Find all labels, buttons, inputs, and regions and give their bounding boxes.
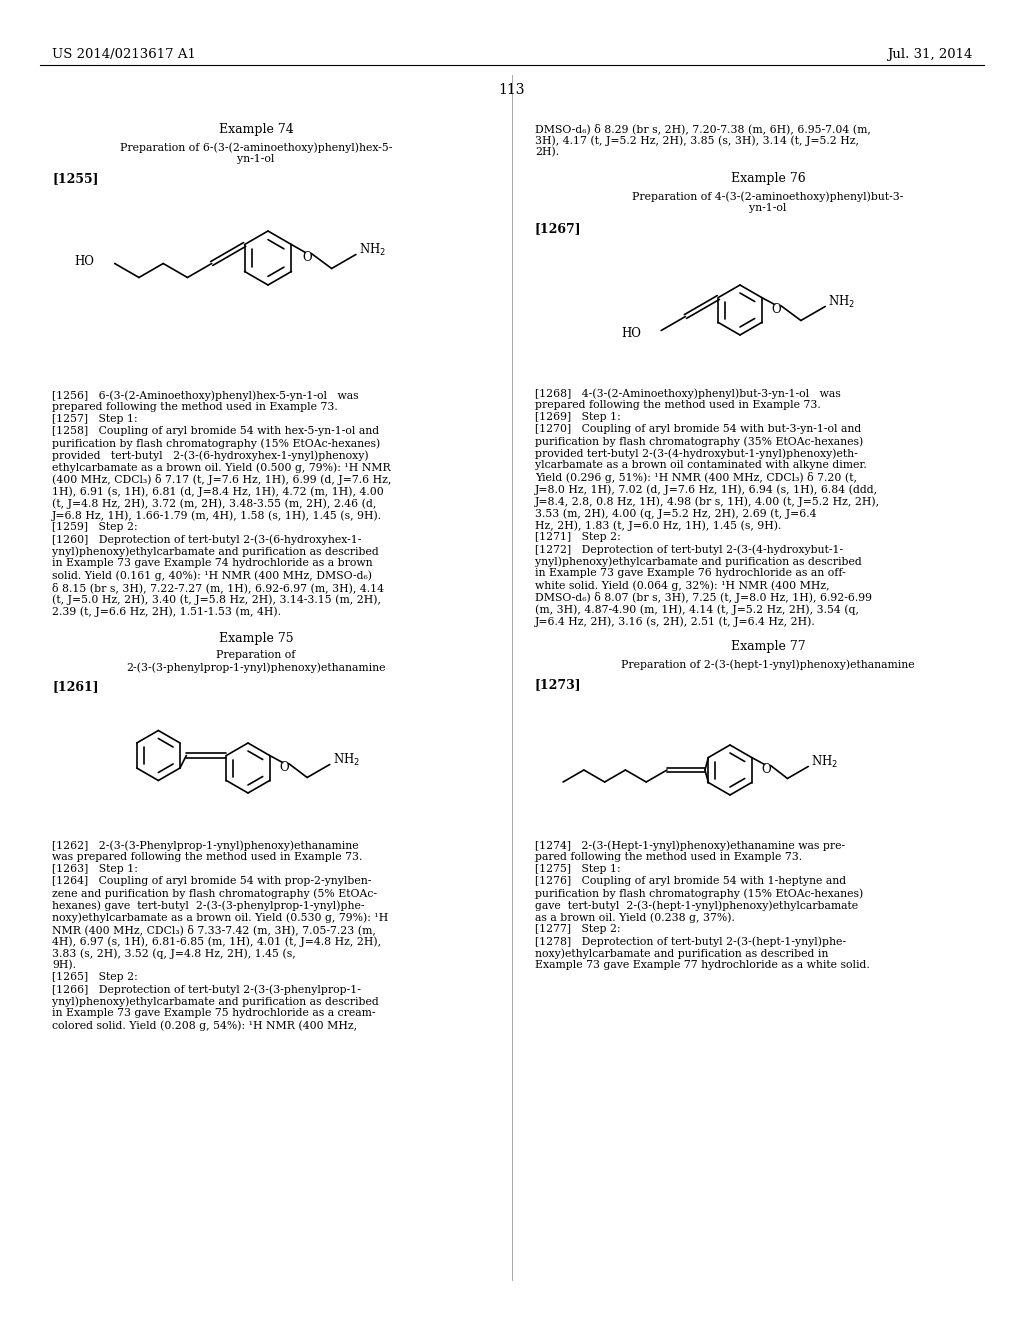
Text: 2.39 (t, J=6.6 Hz, 2H), 1.51-1.53 (m, 4H).: 2.39 (t, J=6.6 Hz, 2H), 1.51-1.53 (m, 4H… <box>52 606 281 616</box>
Text: ylcarbamate as a brown oil contaminated with alkyne dimer.: ylcarbamate as a brown oil contaminated … <box>535 459 866 470</box>
Text: 2H).: 2H). <box>535 147 559 157</box>
Text: [1261]: [1261] <box>52 680 98 693</box>
Text: noxy)ethylcarbamate as a brown oil. Yield (0.530 g, 79%): ¹H: noxy)ethylcarbamate as a brown oil. Yiel… <box>52 912 388 923</box>
Text: (400 MHz, CDCl₃) δ 7.17 (t, J=7.6 Hz, 1H), 6.99 (d, J=7.6 Hz,: (400 MHz, CDCl₃) δ 7.17 (t, J=7.6 Hz, 1H… <box>52 474 391 484</box>
Text: in Example 73 gave Example 76 hydrochloride as an off-: in Example 73 gave Example 76 hydrochlor… <box>535 568 846 578</box>
Text: [1262]   2-(3-(3-Phenylprop-1-ynyl)phenoxy)ethanamine: [1262] 2-(3-(3-Phenylprop-1-ynyl)phenoxy… <box>52 840 358 850</box>
Text: 3.53 (m, 2H), 4.00 (q, J=5.2 Hz, 2H), 2.69 (t, J=6.4: 3.53 (m, 2H), 4.00 (q, J=5.2 Hz, 2H), 2.… <box>535 508 816 519</box>
Text: [1272]   Deprotection of tert-butyl 2-(3-(4-hydroxybut-1-: [1272] Deprotection of tert-butyl 2-(3-(… <box>535 544 843 554</box>
Text: [1277]   Step 2:: [1277] Step 2: <box>535 924 621 935</box>
Text: zene and purification by flash chromatography (5% EtOAc-: zene and purification by flash chromatog… <box>52 888 377 899</box>
Text: solid. Yield (0.161 g, 40%): ¹H NMR (400 MHz, DMSO-d₆): solid. Yield (0.161 g, 40%): ¹H NMR (400… <box>52 570 372 581</box>
Text: [1274]   2-(3-(Hept-1-ynyl)phenoxy)ethanamine was pre-: [1274] 2-(3-(Hept-1-ynyl)phenoxy)ethanam… <box>535 840 845 850</box>
Text: Example 74: Example 74 <box>219 123 293 136</box>
Text: was prepared following the method used in Example 73.: was prepared following the method used i… <box>52 851 362 862</box>
Text: yn-1-ol: yn-1-ol <box>238 154 274 164</box>
Text: (t, J=4.8 Hz, 2H), 3.72 (m, 2H), 3.48-3.55 (m, 2H), 2.46 (d,: (t, J=4.8 Hz, 2H), 3.72 (m, 2H), 3.48-3.… <box>52 498 377 508</box>
Text: white solid. Yield (0.064 g, 32%): ¹H NMR (400 MHz,: white solid. Yield (0.064 g, 32%): ¹H NM… <box>535 579 829 590</box>
Text: 9H).: 9H). <box>52 960 76 970</box>
Text: [1259]   Step 2:: [1259] Step 2: <box>52 521 137 532</box>
Text: Yield (0.296 g, 51%): ¹H NMR (400 MHz, CDCl₃) δ 7.20 (t,: Yield (0.296 g, 51%): ¹H NMR (400 MHz, C… <box>535 473 857 483</box>
Text: noxy)ethylcarbamate and purification as described in: noxy)ethylcarbamate and purification as … <box>535 948 828 958</box>
Text: ethylcarbamate as a brown oil. Yield (0.500 g, 79%): ¹H NMR: ethylcarbamate as a brown oil. Yield (0.… <box>52 462 390 473</box>
Text: colored solid. Yield (0.208 g, 54%): ¹H NMR (400 MHz,: colored solid. Yield (0.208 g, 54%): ¹H … <box>52 1020 357 1031</box>
Text: [1269]   Step 1:: [1269] Step 1: <box>535 412 621 422</box>
Text: O: O <box>772 304 781 315</box>
Text: Example 77: Example 77 <box>731 640 805 653</box>
Text: Example 73 gave Example 77 hydrochloride as a white solid.: Example 73 gave Example 77 hydrochloride… <box>535 960 869 970</box>
Text: ynyl)phenoxy)ethylcarbamate and purification as described: ynyl)phenoxy)ethylcarbamate and purifica… <box>535 556 862 566</box>
Text: [1263]   Step 1:: [1263] Step 1: <box>52 865 138 874</box>
Text: as a brown oil. Yield (0.238 g, 37%).: as a brown oil. Yield (0.238 g, 37%). <box>535 912 735 923</box>
Text: Example 76: Example 76 <box>731 172 805 185</box>
Text: [1270]   Coupling of aryl bromide 54 with but-3-yn-1-ol and: [1270] Coupling of aryl bromide 54 with … <box>535 424 861 434</box>
Text: NH$_2$: NH$_2$ <box>811 754 839 770</box>
Text: ynyl)phenoxy)ethylcarbamate and purification as described: ynyl)phenoxy)ethylcarbamate and purifica… <box>52 546 379 557</box>
Text: HO: HO <box>622 327 641 341</box>
Text: provided   tert-butyl   2-(3-(6-hydroxyhex-1-ynyl)phenoxy): provided tert-butyl 2-(3-(6-hydroxyhex-1… <box>52 450 369 461</box>
Text: purification by flash chromatography (35% EtOAc-hexanes): purification by flash chromatography (35… <box>535 436 863 446</box>
Text: 1H), 6.91 (s, 1H), 6.81 (d, J=8.4 Hz, 1H), 4.72 (m, 1H), 4.00: 1H), 6.91 (s, 1H), 6.81 (d, J=8.4 Hz, 1H… <box>52 486 384 496</box>
Text: (t, J=5.0 Hz, 2H), 3.40 (t, J=5.8 Hz, 2H), 3.14-3.15 (m, 2H),: (t, J=5.0 Hz, 2H), 3.40 (t, J=5.8 Hz, 2H… <box>52 594 381 605</box>
Text: prepared following the method used in Example 73.: prepared following the method used in Ex… <box>52 403 338 412</box>
Text: Jul. 31, 2014: Jul. 31, 2014 <box>887 48 972 61</box>
Text: Preparation of 4-(3-(2-aminoethoxy)phenyl)but-3-: Preparation of 4-(3-(2-aminoethoxy)pheny… <box>632 191 904 202</box>
Text: (m, 3H), 4.87-4.90 (m, 1H), 4.14 (t, J=5.2 Hz, 2H), 3.54 (q,: (m, 3H), 4.87-4.90 (m, 1H), 4.14 (t, J=5… <box>535 605 859 615</box>
Text: DMSO-d₆) δ 8.29 (br s, 2H), 7.20-7.38 (m, 6H), 6.95-7.04 (m,: DMSO-d₆) δ 8.29 (br s, 2H), 7.20-7.38 (m… <box>535 123 870 133</box>
Text: [1264]   Coupling of aryl bromide 54 with prop-2-ynylben-: [1264] Coupling of aryl bromide 54 with … <box>52 876 372 886</box>
Text: ynyl)phenoxy)ethylcarbamate and purification as described: ynyl)phenoxy)ethylcarbamate and purifica… <box>52 997 379 1007</box>
Text: [1275]   Step 1:: [1275] Step 1: <box>535 865 621 874</box>
Text: in Example 73 gave Example 74 hydrochloride as a brown: in Example 73 gave Example 74 hydrochlor… <box>52 558 373 568</box>
Text: [1266]   Deprotection of tert-butyl 2-(3-(3-phenylprop-1-: [1266] Deprotection of tert-butyl 2-(3-(… <box>52 983 360 994</box>
Text: [1255]: [1255] <box>52 172 98 185</box>
Text: [1265]   Step 2:: [1265] Step 2: <box>52 972 138 982</box>
Text: O: O <box>302 251 312 264</box>
Text: prepared following the method used in Example 73.: prepared following the method used in Ex… <box>535 400 821 411</box>
Text: DMSO-d₆) δ 8.07 (br s, 3H), 7.25 (t, J=8.0 Hz, 1H), 6.92-6.99: DMSO-d₆) δ 8.07 (br s, 3H), 7.25 (t, J=8… <box>535 591 872 603</box>
Text: Preparation of: Preparation of <box>216 649 296 660</box>
Text: 2-(3-(3-phenylprop-1-ynyl)phenoxy)ethanamine: 2-(3-(3-phenylprop-1-ynyl)phenoxy)ethana… <box>126 663 386 673</box>
Text: J=6.8 Hz, 1H), 1.66-1.79 (m, 4H), 1.58 (s, 1H), 1.45 (s, 9H).: J=6.8 Hz, 1H), 1.66-1.79 (m, 4H), 1.58 (… <box>52 510 382 520</box>
Text: [1271]   Step 2:: [1271] Step 2: <box>535 532 621 543</box>
Text: hexanes) gave  tert-butyl  2-(3-(3-phenylprop-1-ynyl)phe-: hexanes) gave tert-butyl 2-(3-(3-phenylp… <box>52 900 365 911</box>
Text: [1256]   6-(3-(2-Aminoethoxy)phenyl)hex-5-yn-1-ol   was: [1256] 6-(3-(2-Aminoethoxy)phenyl)hex-5-… <box>52 389 358 400</box>
Text: 3H), 4.17 (t, J=5.2 Hz, 2H), 3.85 (s, 3H), 3.14 (t, J=5.2 Hz,: 3H), 4.17 (t, J=5.2 Hz, 2H), 3.85 (s, 3H… <box>535 135 859 145</box>
Text: NH$_2$: NH$_2$ <box>333 751 359 767</box>
Text: [1267]: [1267] <box>535 222 582 235</box>
Text: Preparation of 2-(3-(hept-1-ynyl)phenoxy)ethanamine: Preparation of 2-(3-(hept-1-ynyl)phenoxy… <box>622 659 914 669</box>
Text: 113: 113 <box>499 83 525 96</box>
Text: pared following the method used in Example 73.: pared following the method used in Examp… <box>535 851 802 862</box>
Text: [1278]   Deprotection of tert-butyl 2-(3-(hept-1-ynyl)phe-: [1278] Deprotection of tert-butyl 2-(3-(… <box>535 936 846 946</box>
Text: J=6.4 Hz, 2H), 3.16 (s, 2H), 2.51 (t, J=6.4 Hz, 2H).: J=6.4 Hz, 2H), 3.16 (s, 2H), 2.51 (t, J=… <box>535 616 816 627</box>
Text: O: O <box>762 763 771 776</box>
Text: O: O <box>280 762 290 774</box>
Text: J=8.4, 2.8, 0.8 Hz, 1H), 4.98 (br s, 1H), 4.00 (t, J=5.2 Hz, 2H),: J=8.4, 2.8, 0.8 Hz, 1H), 4.98 (br s, 1H)… <box>535 496 880 507</box>
Text: US 2014/0213617 A1: US 2014/0213617 A1 <box>52 48 196 61</box>
Text: [1273]: [1273] <box>535 678 582 690</box>
Text: Hz, 2H), 1.83 (t, J=6.0 Hz, 1H), 1.45 (s, 9H).: Hz, 2H), 1.83 (t, J=6.0 Hz, 1H), 1.45 (s… <box>535 520 781 531</box>
Text: in Example 73 gave Example 75 hydrochloride as a cream-: in Example 73 gave Example 75 hydrochlor… <box>52 1008 376 1018</box>
Text: [1260]   Deprotection of tert-butyl 2-(3-(6-hydroxyhex-1-: [1260] Deprotection of tert-butyl 2-(3-(… <box>52 535 361 545</box>
Text: gave  tert-butyl  2-(3-(hept-1-ynyl)phenoxy)ethylcarbamate: gave tert-butyl 2-(3-(hept-1-ynyl)phenox… <box>535 900 858 911</box>
Text: NMR (400 MHz, CDCl₃) δ 7.33-7.42 (m, 3H), 7.05-7.23 (m,: NMR (400 MHz, CDCl₃) δ 7.33-7.42 (m, 3H)… <box>52 924 376 935</box>
Text: J=8.0 Hz, 1H), 7.02 (d, J=7.6 Hz, 1H), 6.94 (s, 1H), 6.84 (ddd,: J=8.0 Hz, 1H), 7.02 (d, J=7.6 Hz, 1H), 6… <box>535 484 879 495</box>
Text: [1258]   Coupling of aryl bromide 54 with hex-5-yn-1-ol and: [1258] Coupling of aryl bromide 54 with … <box>52 426 379 436</box>
Text: 3.83 (s, 2H), 3.52 (q, J=4.8 Hz, 2H), 1.45 (s,: 3.83 (s, 2H), 3.52 (q, J=4.8 Hz, 2H), 1.… <box>52 948 296 958</box>
Text: purification by flash chromatography (15% EtOAc-hexanes): purification by flash chromatography (15… <box>535 888 863 899</box>
Text: NH$_2$: NH$_2$ <box>358 242 386 257</box>
Text: δ 8.15 (br s, 3H), 7.22-7.27 (m, 1H), 6.92-6.97 (m, 3H), 4.14: δ 8.15 (br s, 3H), 7.22-7.27 (m, 1H), 6.… <box>52 582 384 593</box>
Text: [1268]   4-(3-(2-Aminoethoxy)phenyl)but-3-yn-1-ol   was: [1268] 4-(3-(2-Aminoethoxy)phenyl)but-3-… <box>535 388 841 399</box>
Text: [1276]   Coupling of aryl bromide 54 with 1-heptyne and: [1276] Coupling of aryl bromide 54 with … <box>535 876 846 886</box>
Text: HO: HO <box>75 255 94 268</box>
Text: NH$_2$: NH$_2$ <box>828 293 855 310</box>
Text: [1257]   Step 1:: [1257] Step 1: <box>52 414 137 424</box>
Text: yn-1-ol: yn-1-ol <box>750 203 786 213</box>
Text: Preparation of 6-(3-(2-aminoethoxy)phenyl)hex-5-: Preparation of 6-(3-(2-aminoethoxy)pheny… <box>120 143 392 153</box>
Text: provided tert-butyl 2-(3-(4-hydroxybut-1-ynyl)phenoxy)eth-: provided tert-butyl 2-(3-(4-hydroxybut-1… <box>535 447 858 458</box>
Text: 4H), 6.97 (s, 1H), 6.81-6.85 (m, 1H), 4.01 (t, J=4.8 Hz, 2H),: 4H), 6.97 (s, 1H), 6.81-6.85 (m, 1H), 4.… <box>52 936 381 946</box>
Text: purification by flash chromatography (15% EtOAc-hexanes): purification by flash chromatography (15… <box>52 438 380 449</box>
Text: Example 75: Example 75 <box>219 632 293 645</box>
